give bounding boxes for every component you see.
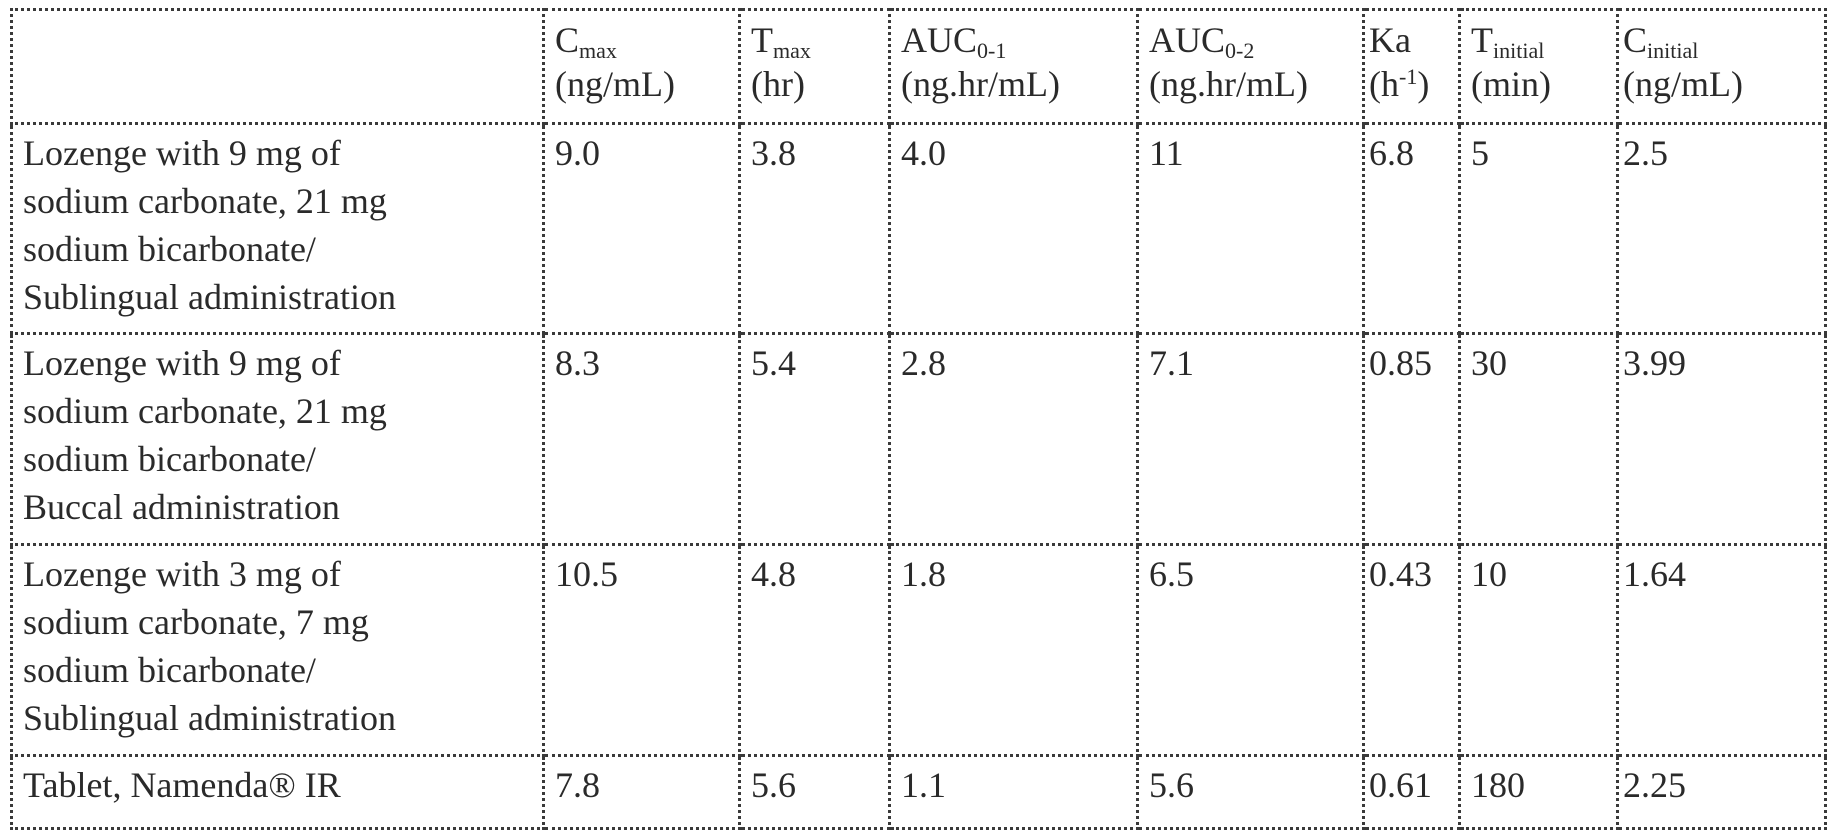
table-row: Lozenge with 3 mg of sodium carbonate, 7… <box>12 545 1826 756</box>
table-row: Tablet, Namenda® IR 7.8 5.6 1.1 5.6 0.61… <box>12 756 1826 829</box>
cell-cmax: 10.5 <box>544 545 740 756</box>
cell-tinitial: 5 <box>1460 123 1618 334</box>
cell-ka: 0.85 <box>1364 334 1460 545</box>
header-cell-ka: Ka (h-1) <box>1364 10 1460 124</box>
cell-auc-0-1: 4.0 <box>890 123 1138 334</box>
table-row: Lozenge with 9 mg of sodium carbonate, 2… <box>12 334 1826 545</box>
cell-ka: 0.61 <box>1364 756 1460 829</box>
header-row: Cmax (ng/mL) Tmax (hr) AUC0-1 (ng.hr/mL)… <box>12 10 1826 124</box>
cell-auc-0-2: 11 <box>1138 123 1364 334</box>
header-cell-cmax: Cmax (ng/mL) <box>544 10 740 124</box>
header-cell-tinitial: Tinitial (min) <box>1460 10 1618 124</box>
cell-cinitial: 2.5 <box>1618 123 1826 334</box>
table-row: Lozenge with 9 mg of sodium carbonate, 2… <box>12 123 1826 334</box>
cell-ka: 0.43 <box>1364 545 1460 756</box>
cell-cmax: 9.0 <box>544 123 740 334</box>
cell-cinitial: 1.64 <box>1618 545 1826 756</box>
cell-tmax: 3.8 <box>740 123 890 334</box>
cell-cinitial: 2.25 <box>1618 756 1826 829</box>
cell-tmax: 4.8 <box>740 545 890 756</box>
header-cell-auc-0-2: AUC0-2 (ng.hr/mL) <box>1138 10 1364 124</box>
row-label: Lozenge with 9 mg of sodium carbonate, 2… <box>12 334 544 545</box>
pk-parameters-table: Cmax (ng/mL) Tmax (hr) AUC0-1 (ng.hr/mL)… <box>10 8 1827 830</box>
cell-cmax: 8.3 <box>544 334 740 545</box>
cell-auc-0-2: 7.1 <box>1138 334 1364 545</box>
cell-tinitial: 180 <box>1460 756 1618 829</box>
row-label: Lozenge with 3 mg of sodium carbonate, 7… <box>12 545 544 756</box>
cell-tmax: 5.4 <box>740 334 890 545</box>
header-cell-auc-0-1: AUC0-1 (ng.hr/mL) <box>890 10 1138 124</box>
row-label: Tablet, Namenda® IR <box>12 756 544 829</box>
header-cell-empty <box>12 10 544 124</box>
cell-ka: 6.8 <box>1364 123 1460 334</box>
header-cell-tmax: Tmax (hr) <box>740 10 890 124</box>
cell-tinitial: 10 <box>1460 545 1618 756</box>
row-label: Lozenge with 9 mg of sodium carbonate, 2… <box>12 123 544 334</box>
cell-auc-0-2: 5.6 <box>1138 756 1364 829</box>
cell-auc-0-1: 1.8 <box>890 545 1138 756</box>
cell-cmax: 7.8 <box>544 756 740 829</box>
cell-auc-0-2: 6.5 <box>1138 545 1364 756</box>
header-cell-cinitial: Cinitial (ng/mL) <box>1618 10 1826 124</box>
cell-auc-0-1: 1.1 <box>890 756 1138 829</box>
cell-auc-0-1: 2.8 <box>890 334 1138 545</box>
cell-tinitial: 30 <box>1460 334 1618 545</box>
cell-cinitial: 3.99 <box>1618 334 1826 545</box>
cell-tmax: 5.6 <box>740 756 890 829</box>
pk-parameters-table-container: Cmax (ng/mL) Tmax (hr) AUC0-1 (ng.hr/mL)… <box>10 8 1824 830</box>
